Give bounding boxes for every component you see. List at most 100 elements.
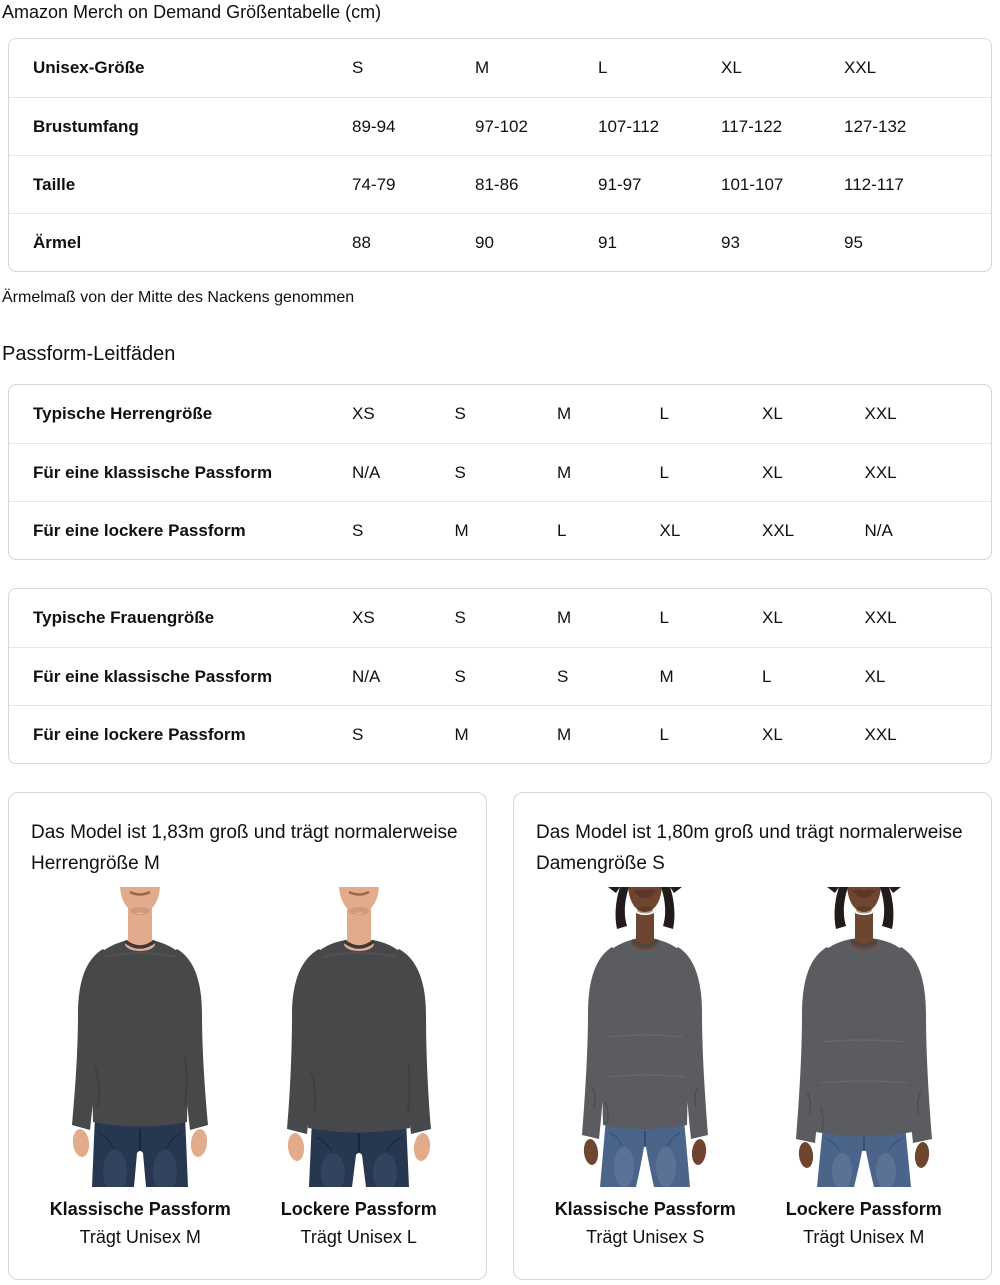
fit-name: Klassische Passform	[49, 1199, 231, 1219]
table-cell: 90	[475, 232, 494, 252]
female-figures: Klassische Passform Trägt Unisex S	[536, 887, 973, 1248]
table-cell: S	[454, 666, 466, 686]
head-neck-shape	[846, 887, 881, 949]
female-card-heading: Das Model ist 1,80m groß und trägt norma…	[536, 822, 963, 874]
row-label: Typische Frauengröße	[33, 608, 215, 627]
table-row: Unisex-Größe S M L XL XXL	[9, 39, 991, 97]
table-cell: S	[352, 520, 364, 540]
sleeves-shape	[286, 949, 431, 1134]
table-cell: 93	[721, 232, 740, 252]
table-cell: L	[659, 724, 669, 744]
female-loose-figure: Lockere Passform Trägt Unisex M	[755, 887, 974, 1248]
table-cell: 91	[598, 232, 617, 252]
table-cell: M	[454, 520, 469, 540]
head-neck-shape	[120, 887, 161, 950]
row-label: Taille	[33, 174, 76, 194]
fit-guides-title: Passform-Leitfäden	[2, 343, 176, 365]
table-cell: L	[598, 58, 608, 77]
hands-shape	[287, 1133, 430, 1161]
row-label: Für eine lockere Passform	[33, 520, 246, 540]
table-cell: M	[557, 608, 572, 627]
table-cell: L	[659, 404, 669, 423]
sleeve-measure-note: Ärmelmaß von der Mitte des Nackens genom…	[2, 289, 355, 306]
table-cell: N/A	[352, 666, 381, 686]
table-cell: M	[659, 666, 674, 686]
table-cell: XL	[721, 58, 742, 77]
male-figures: Klassische Passform Trägt Unisex M	[31, 887, 468, 1248]
table-row: Für eine klassische Passform N/A S S M L…	[9, 647, 991, 705]
fit-size: Trägt Unisex L	[300, 1227, 417, 1247]
table-row: Typische Frauengröße XS S M L XL XXL	[9, 589, 991, 647]
table-cell: 112-117	[844, 174, 904, 194]
table-cell: M	[475, 58, 490, 77]
table-cell: M	[557, 404, 572, 423]
fit-name: Klassische Passform	[554, 1199, 736, 1219]
row-label: Für eine lockere Passform	[33, 724, 246, 744]
row-label: Ärmel	[33, 232, 82, 252]
table-cell: S	[352, 724, 364, 744]
table-cell: M	[557, 724, 572, 744]
table-row: Brustumfang 89-94 97-102 107-112 117-122…	[9, 97, 991, 155]
table-cell: N/A	[864, 520, 893, 540]
row-label: Für eine klassische Passform	[33, 666, 273, 686]
shirt-body-shape	[91, 937, 190, 1127]
male-card-heading: Das Model ist 1,83m groß und trägt norma…	[31, 822, 458, 874]
row-label: Unisex-Größe	[33, 58, 145, 77]
model-cards-row: Das Model ist 1,83m groß und trägt norma…	[8, 792, 992, 1280]
table-cell: S	[557, 666, 569, 686]
table-cell: XL	[762, 724, 783, 744]
table-cell: XXL	[864, 462, 897, 482]
table-cell: N/A	[352, 462, 381, 482]
male-model-loose-photo	[286, 887, 431, 1187]
jeans-shape	[92, 1115, 189, 1187]
table-cell: 101-107	[721, 174, 784, 194]
table-cell: 81-86	[475, 174, 519, 194]
table-cell: 88	[352, 232, 371, 252]
row-label: Typische Herrengröße	[33, 404, 213, 423]
table-cell: XXL	[864, 404, 897, 423]
table-cell: XXL	[844, 58, 877, 77]
women-fit-table: Typische Frauengröße XS S M L XL XXL Für…	[8, 588, 992, 764]
table-cell: 74-79	[352, 174, 396, 194]
sleeves-shape	[582, 947, 709, 1139]
hands-shape	[73, 1129, 208, 1157]
table-cell: L	[762, 666, 772, 686]
table-cell: XXL	[864, 724, 897, 744]
table-cell: XL	[762, 462, 783, 482]
hands-shape	[798, 1142, 929, 1168]
fit-size: Trägt Unisex M	[79, 1227, 201, 1247]
table-cell: M	[557, 462, 572, 482]
braids-hair-shape	[826, 887, 901, 929]
table-cell: 97-102	[475, 116, 528, 136]
page-title: Amazon Merch on Demand Größentabelle (cm…	[2, 2, 382, 22]
table-cell: L	[557, 520, 567, 540]
table-row: Ärmel 88 90 91 93 95	[9, 213, 991, 271]
table-row: Taille 74-79 81-86 91-97 101-107 112-117	[9, 155, 991, 213]
female-model-classic-photo	[582, 887, 709, 1187]
table-row: Typische Herrengröße XS S M L XL XXL	[9, 385, 991, 443]
braids-hair-shape	[608, 887, 683, 929]
jeans-shape	[816, 1125, 911, 1187]
sleeves-shape	[72, 949, 209, 1130]
fit-name: Lockere Passform	[280, 1199, 437, 1219]
hands-shape	[584, 1139, 707, 1165]
fit-size: Trägt Unisex S	[586, 1227, 705, 1247]
table-cell: XS	[352, 404, 375, 423]
table-cell: 107-112	[598, 116, 660, 136]
table-cell: 95	[844, 232, 863, 252]
table-cell: S	[454, 404, 466, 423]
men-fit-table: Typische Herrengröße XS S M L XL XXL Für…	[8, 384, 992, 560]
table-cell: XL	[762, 404, 783, 423]
male-classic-figure: Klassische Passform Trägt Unisex M	[31, 887, 250, 1248]
female-classic-figure: Klassische Passform Trägt Unisex S	[536, 887, 755, 1248]
sleeves-shape	[795, 947, 932, 1143]
table-cell: S	[454, 462, 466, 482]
table-cell: XL	[659, 520, 681, 540]
table-cell: 89-94	[352, 116, 396, 136]
shirt-body-shape	[813, 936, 914, 1137]
unisex-size-table: Unisex-Größe S M L XL XXL Brustumfang 89…	[8, 38, 992, 272]
table-cell: L	[659, 608, 669, 627]
table-cell: 127-132	[844, 116, 907, 136]
head-neck-shape	[338, 887, 379, 950]
